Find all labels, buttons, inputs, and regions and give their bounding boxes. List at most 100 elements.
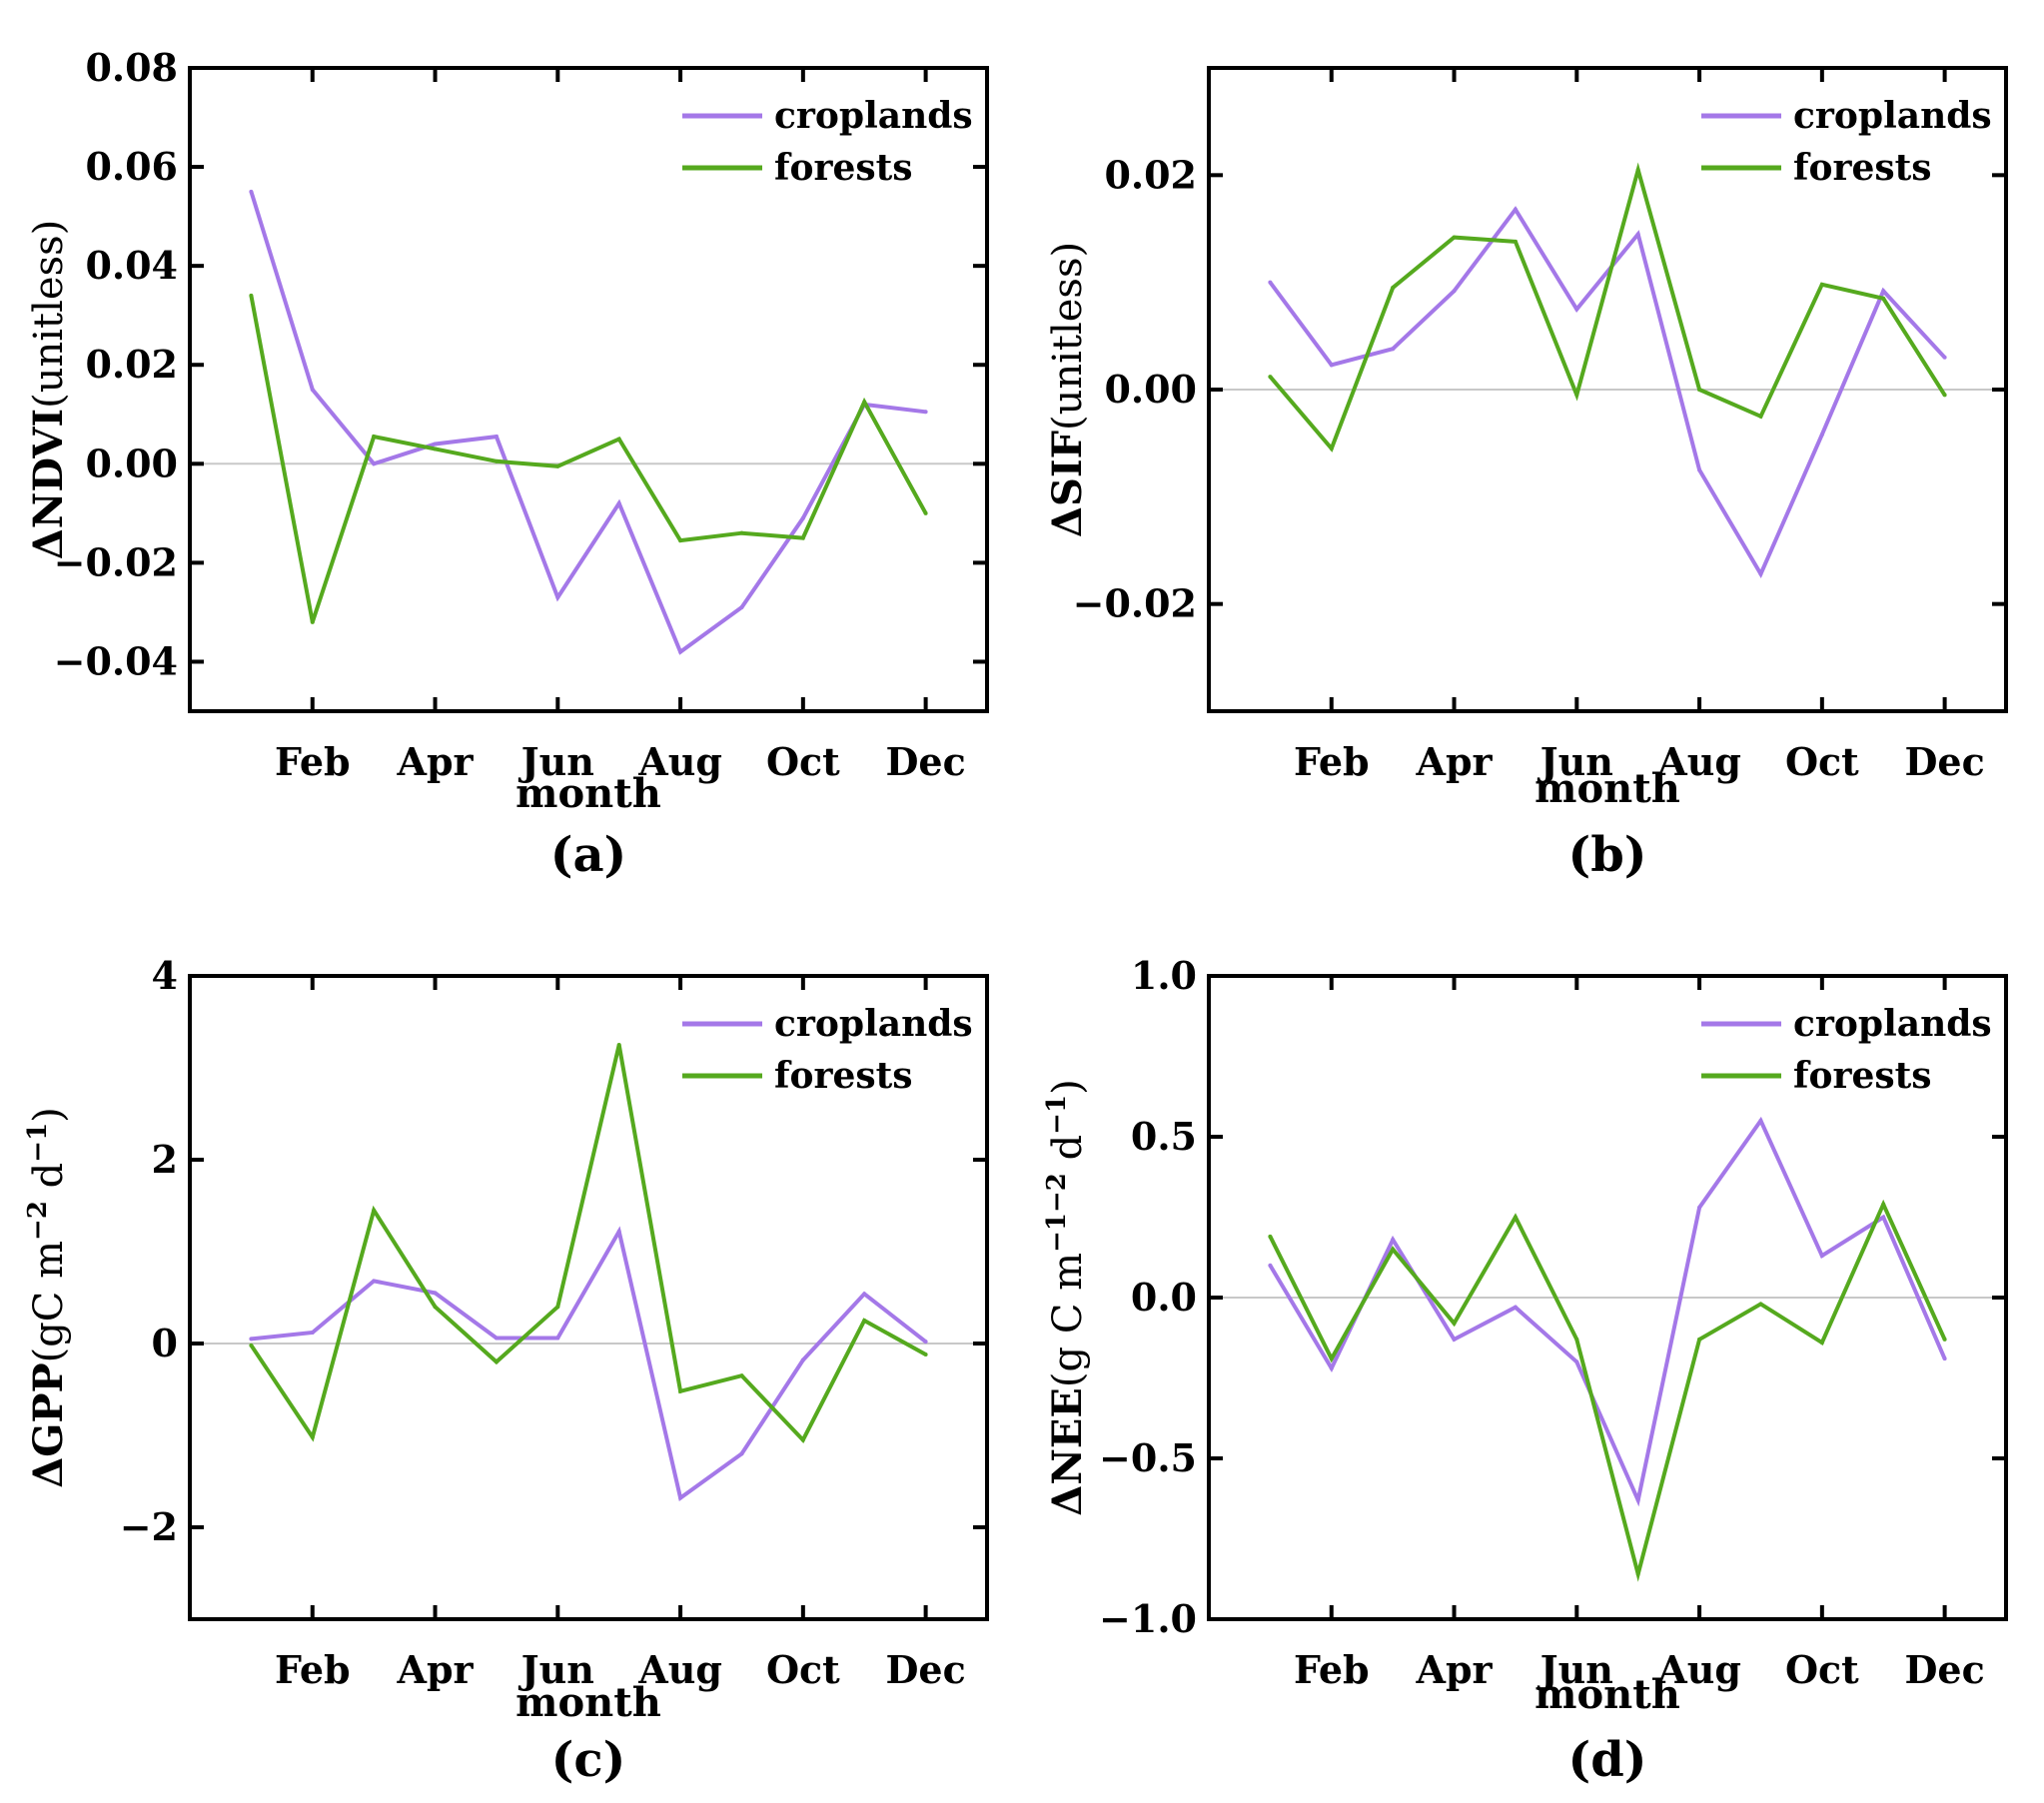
- data-point-croplands: [1697, 467, 1702, 472]
- data-point-forests: [433, 1305, 438, 1310]
- data-point-croplands: [1881, 1215, 1886, 1220]
- data-point-croplands: [310, 388, 315, 392]
- series-line-forests: [1268, 162, 1947, 452]
- data-point-croplands: [494, 435, 499, 440]
- panel-b: Feb Apr Jun Aug Oct Dec 0.02 0.00 −0.02 month (b) Δ…: [1044, 66, 2008, 883]
- y-label-unit-mid: d: [26, 1163, 72, 1201]
- x-tick-label: Feb: [275, 739, 351, 784]
- series-line-forests: [249, 1044, 927, 1444]
- x-axis-label: month: [1534, 1671, 1680, 1718]
- y-axis-label: ΔSIF(unitless): [1044, 242, 1091, 537]
- data-point-croplands: [1452, 1337, 1457, 1342]
- x-tick-label: Jun: [1537, 739, 1613, 784]
- data-point-forests: [923, 510, 928, 515]
- y-tick-label: −2: [120, 1504, 178, 1549]
- data-point-forests: [555, 463, 560, 468]
- panel-d: Feb Apr Jun Aug Oct Dec 1.0 0.5 0.0 −0.5 −1.0 month…: [1042, 953, 2008, 1788]
- x-tick-label: Jun: [1537, 1647, 1613, 1692]
- data-point-croplands: [862, 1292, 867, 1297]
- y-tick-label: −1.0: [1099, 1596, 1197, 1641]
- data-point-forests: [1819, 1341, 1824, 1346]
- data-point-croplands: [1758, 1118, 1763, 1123]
- data-point-croplands: [739, 604, 744, 609]
- data-point-croplands: [1942, 1356, 1947, 1361]
- data-point-forests: [616, 437, 621, 442]
- y-tick-label: 0.08: [85, 45, 178, 90]
- data-point-croplands: [1942, 355, 1947, 360]
- data-point-forests: [1513, 1215, 1518, 1220]
- data-point-croplands: [1819, 1254, 1824, 1259]
- data-point-forests: [1758, 414, 1763, 419]
- plot-frame: [188, 66, 989, 713]
- series-line-croplands: [251, 1226, 927, 1501]
- legend-label-forests: forests: [774, 1055, 913, 1097]
- legend-label-croplands: croplands: [1793, 95, 1992, 137]
- data-point-croplands: [616, 500, 621, 505]
- y-axis-label: ΔGPP(gC m−2 d−1): [23, 1107, 72, 1488]
- data-point-forests: [1758, 1302, 1763, 1307]
- data-point-forests: [1819, 282, 1824, 287]
- data-point-forests: [310, 1434, 315, 1439]
- data-point-forests: [739, 530, 744, 535]
- y-tick-label: 4: [152, 953, 178, 998]
- x-tick-label: Oct: [766, 739, 840, 784]
- panel-label: (b): [1568, 827, 1647, 883]
- data-point-croplands: [923, 410, 928, 415]
- data-point-forests: [1697, 1337, 1702, 1342]
- data-point-croplands: [249, 1337, 254, 1342]
- y-tick-label: 0: [152, 1321, 178, 1365]
- panel-label: (c): [551, 1732, 626, 1788]
- data-point-croplands: [1329, 363, 1334, 368]
- y-label-exponent: −2: [23, 1201, 53, 1241]
- data-point-croplands: [678, 649, 683, 654]
- y-tick-label: 0.06: [85, 144, 178, 189]
- y-tick-label: −0.04: [54, 638, 178, 683]
- y-label-delta: Δ: [25, 528, 72, 559]
- y-tick-label: −0.5: [1099, 1435, 1197, 1480]
- y-tick-label: 0.00: [1104, 367, 1197, 412]
- y-tick-label: 0.02: [1104, 152, 1197, 197]
- x-tick-label: Aug: [1656, 739, 1741, 784]
- y-label-quantity: SIF: [1044, 431, 1091, 506]
- data-point-forests: [1635, 1571, 1640, 1576]
- x-tick-label: Feb: [275, 1647, 351, 1692]
- y-label-quantity: GPP: [25, 1362, 72, 1456]
- data-point-forests: [923, 1352, 928, 1357]
- y-label-unit: (unitless): [26, 220, 72, 409]
- x-tick-label: Dec: [1904, 1647, 1984, 1692]
- data-point-forests: [739, 1373, 744, 1378]
- x-tick-label: Jun: [518, 1647, 594, 1692]
- data-point-forests: [1329, 1356, 1334, 1361]
- y-tick-label: −0.02: [54, 539, 178, 584]
- data-point-forests: [1635, 167, 1640, 172]
- data-point-croplands: [433, 442, 438, 447]
- data-point-forests: [1574, 1337, 1579, 1342]
- data-point-croplands: [1758, 571, 1763, 576]
- data-point-forests: [249, 293, 254, 298]
- data-point-forests: [555, 1305, 560, 1310]
- y-label-delta: Δ: [1044, 506, 1091, 537]
- y-label-unit-mid: d: [1045, 1135, 1091, 1173]
- x-tick-label: Aug: [637, 739, 722, 784]
- x-tick-label: Aug: [637, 1647, 722, 1692]
- data-point-forests: [1391, 286, 1396, 291]
- y-axis-label: ΔNEE(g C m−1−2 d−1): [1042, 1079, 1091, 1515]
- data-point-forests: [494, 458, 499, 463]
- x-tick-label: Apr: [396, 739, 474, 784]
- data-point-forests: [310, 619, 315, 624]
- data-point-forests: [1329, 447, 1334, 451]
- data-point-forests: [1452, 235, 1457, 240]
- data-point-croplands: [1574, 1359, 1579, 1364]
- data-point-croplands: [249, 189, 254, 194]
- x-tick-label: Apr: [1415, 739, 1493, 784]
- data-point-croplands: [1268, 1263, 1273, 1268]
- data-point-forests: [372, 435, 377, 440]
- x-tick-label: Feb: [1294, 739, 1370, 784]
- legend-label-croplands: croplands: [1793, 1003, 1992, 1045]
- data-point-croplands: [372, 461, 377, 466]
- y-tick-label: 0.5: [1131, 1114, 1197, 1159]
- data-point-forests: [678, 1388, 683, 1393]
- data-point-forests: [1268, 1234, 1273, 1239]
- data-point-forests: [1942, 1337, 1947, 1342]
